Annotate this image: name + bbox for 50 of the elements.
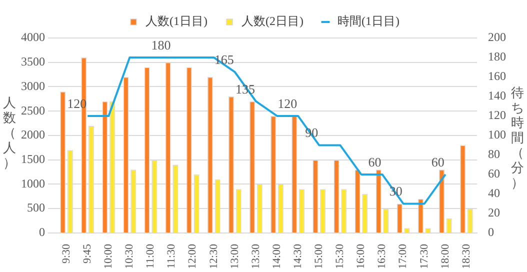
x-tick-label: 10:00 (102, 243, 115, 270)
y2-tick-label: 20 (488, 206, 500, 220)
x-tick-label: 12:00 (186, 243, 199, 270)
data-label: 60 (431, 154, 444, 170)
y-tick-label: 0 (39, 225, 45, 240)
y-tick-label: 3000 (21, 78, 45, 93)
legend-label: 時間(1日目) (337, 14, 400, 28)
y-tick-label: 500 (27, 200, 45, 215)
x-tick-label: 11:30 (166, 243, 178, 269)
x-tick-label: 14:00 (270, 243, 283, 270)
y2-axis-title: 待ち時間（分） (510, 85, 525, 190)
y-tick-label: 3500 (21, 54, 45, 69)
x-tick-label: 15:30 (334, 243, 346, 270)
y2-tick-label: 80 (488, 147, 500, 162)
y-axis-title: 人数（人） (2, 95, 17, 170)
y2-tick-label: 120 (488, 108, 506, 122)
x-tick-label: 16:30 (376, 243, 388, 270)
y2-tick-label: 200 (488, 30, 506, 44)
y-tick-label: 1000 (21, 176, 45, 190)
y2-tick-label: 0 (488, 225, 494, 240)
x-tick-label: 13:30 (250, 243, 262, 270)
x-tick-label: 9:30 (60, 243, 72, 264)
x-tick-label: 14:30 (292, 243, 304, 270)
y2-tick-label: 160 (488, 69, 506, 84)
y2-tick-label: 40 (488, 186, 500, 200)
x-tick-label: 18:30 (460, 243, 472, 270)
y-tick-label: 4000 (21, 30, 45, 44)
x-tick-label: 10:30 (124, 243, 136, 270)
data-label: 60 (368, 154, 382, 170)
y-tick-label: 1500 (21, 152, 45, 166)
data-label: 165 (214, 52, 234, 68)
x-tick-label: 13:00 (228, 243, 241, 270)
y2-tick-label: 140 (488, 88, 506, 103)
data-label: 120 (278, 96, 298, 111)
x-tick-label: 15:00 (313, 243, 326, 270)
y2-tick-label: 60 (488, 166, 500, 181)
x-tick-label: 9:45 (81, 243, 94, 264)
x-tick-label: 16:00 (355, 243, 368, 270)
x-tick-label: 12:30 (208, 243, 220, 270)
legend-label: 人数(1日目) (146, 14, 208, 28)
y2-tick-label: 100 (488, 128, 506, 142)
x-tick-label: 17:30 (418, 243, 430, 270)
x-tick-label: 18:00 (439, 243, 452, 270)
y-tick-label: 2500 (21, 103, 45, 118)
x-tick-label: 17:00 (397, 243, 410, 270)
y2-tick-label: 180 (488, 50, 506, 64)
y-tick-label: 2000 (21, 128, 45, 142)
legend-label: 人数(2日目) (242, 14, 304, 28)
data-label: 180 (151, 37, 171, 52)
x-tick-label: 11:00 (144, 243, 157, 269)
